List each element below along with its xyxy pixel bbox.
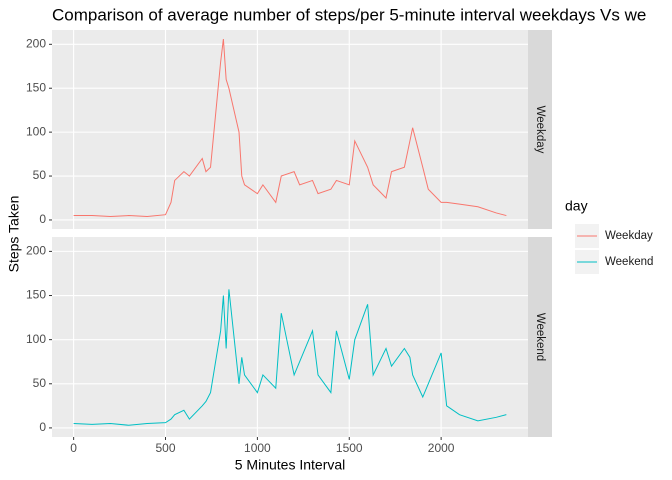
legend-label: Weekend [605, 256, 653, 268]
x-tick-label: 1500 [336, 441, 363, 455]
facet-strip [528, 237, 552, 437]
y-tick-label: 100 [26, 332, 46, 346]
legend-title: day [565, 198, 588, 214]
chart-title: Comparison of average number of steps/pe… [52, 5, 646, 24]
facet-strip-label: Weekday [534, 106, 546, 154]
x-tick-label: 2000 [428, 441, 455, 455]
legend-label: Weekday [605, 230, 653, 242]
x-tick-label: 500 [155, 441, 175, 455]
x-tick-label: 1000 [244, 441, 271, 455]
data-line [73, 289, 507, 426]
x-tick-label: 0 [70, 441, 77, 455]
y-tick-label: 150 [26, 288, 46, 302]
panel-background [52, 30, 528, 229]
y-axis-label: Steps Taken [6, 196, 22, 273]
y-tick-label: 150 [26, 80, 46, 94]
x-axis-label: 5 Minutes Interval [235, 457, 346, 473]
y-tick-label: 100 [26, 124, 46, 138]
data-line [73, 38, 507, 217]
facet-strip-label: Weekend [534, 313, 546, 361]
y-tick-label: 50 [33, 168, 47, 182]
y-tick-label: 50 [33, 376, 47, 390]
y-tick-label: 200 [26, 36, 46, 50]
y-tick-label: 0 [39, 212, 46, 226]
y-tick-label: 0 [39, 420, 46, 434]
panel-background [52, 237, 528, 437]
facet-strip [528, 30, 552, 229]
y-tick-label: 200 [26, 244, 46, 258]
